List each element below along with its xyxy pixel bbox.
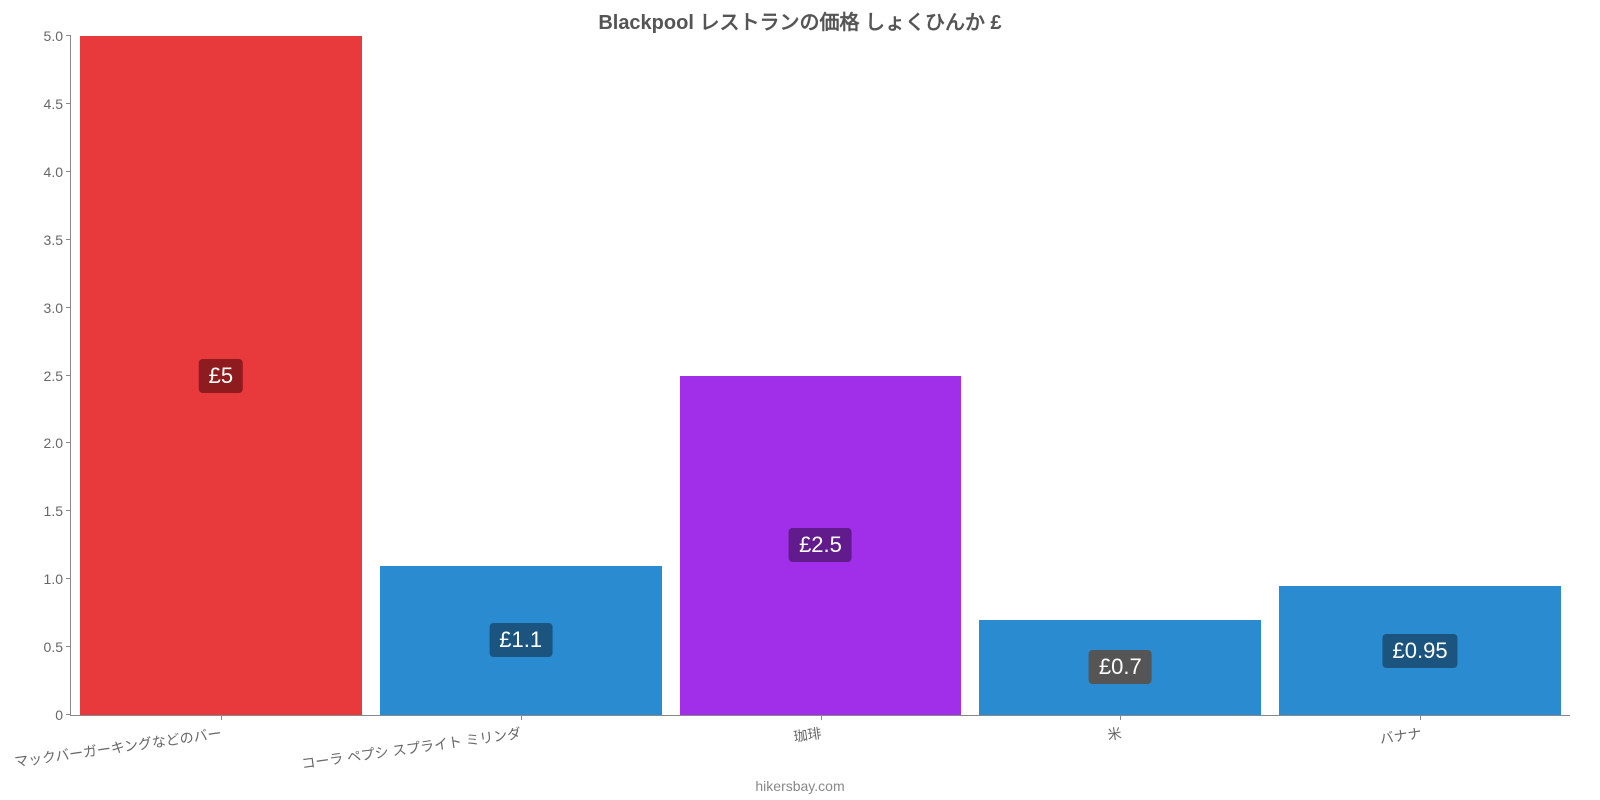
x-axis-label: 珈琲 (792, 723, 823, 747)
y-tick-label: 1.0 (44, 571, 63, 587)
bar: £0.7 (979, 620, 1261, 715)
chart-title: Blackpool レストランの価格 しょくひんか £ (0, 0, 1600, 39)
y-tick-label: 1.5 (44, 503, 63, 519)
y-tick-label: 3.0 (44, 300, 63, 316)
y-tick-label: 2.5 (44, 368, 63, 384)
plot-area: £5£1.1£2.5£0.7£0.95 00.51.01.52.02.53.03… (70, 36, 1570, 716)
y-tick-mark (66, 103, 71, 104)
plot-outer: £5£1.1£2.5£0.7£0.95 00.51.01.52.02.53.03… (70, 36, 1570, 716)
x-axis-label: マックバーガーキングなどのバー (13, 723, 223, 772)
y-tick-mark (66, 510, 71, 511)
y-tick-mark (66, 442, 71, 443)
bar-value-badge: £0.95 (1383, 634, 1458, 668)
chart-container: Blackpool レストランの価格 しょくひんか £ £5 £1.1 £2.5 £0… (0, 0, 1600, 800)
y-tick-label: 0 (55, 707, 63, 723)
y-tick-label: 4.5 (44, 96, 63, 112)
y-tick-mark (66, 35, 71, 36)
x-axis-label: バナナ (1378, 723, 1422, 749)
x-axis-label: コーラ ペプシ スプライト ミリンダ (300, 723, 522, 774)
y-tick-label: 2.0 (44, 435, 63, 451)
attribution-text: hikersbay.com (0, 778, 1600, 794)
y-tick-mark (66, 714, 71, 715)
x-axis-labels: マックバーガーキングなどのバーコーラ ペプシ スプライト ミリンダ珈琲米バナナ (70, 719, 1570, 759)
bar: £0.95 (1279, 586, 1561, 715)
y-tick-mark (66, 646, 71, 647)
y-tick-label: 3.5 (44, 232, 63, 248)
bar-value-badge: £5 (199, 359, 243, 393)
bar: £2.5 (680, 376, 962, 716)
y-tick-mark (66, 578, 71, 579)
bar-value-badge: £1.1 (489, 623, 552, 657)
y-tick-mark (66, 239, 71, 240)
y-tick-label: 4.0 (44, 164, 63, 180)
bars-group: £5 £1.1 £2.5 £0.7 £0.95 (71, 36, 1570, 715)
y-tick-label: 0.5 (44, 639, 63, 655)
bar-value-badge: £0.7 (1089, 650, 1152, 684)
bar-value-badge: £2.5 (789, 528, 852, 562)
bar: £1.1 (380, 566, 662, 715)
bar: £5 (80, 36, 362, 715)
y-tick-mark (66, 171, 71, 172)
y-tick-label: 5.0 (44, 28, 63, 44)
x-axis-label: 米 (1106, 723, 1123, 745)
y-tick-mark (66, 307, 71, 308)
y-tick-mark (66, 375, 71, 376)
